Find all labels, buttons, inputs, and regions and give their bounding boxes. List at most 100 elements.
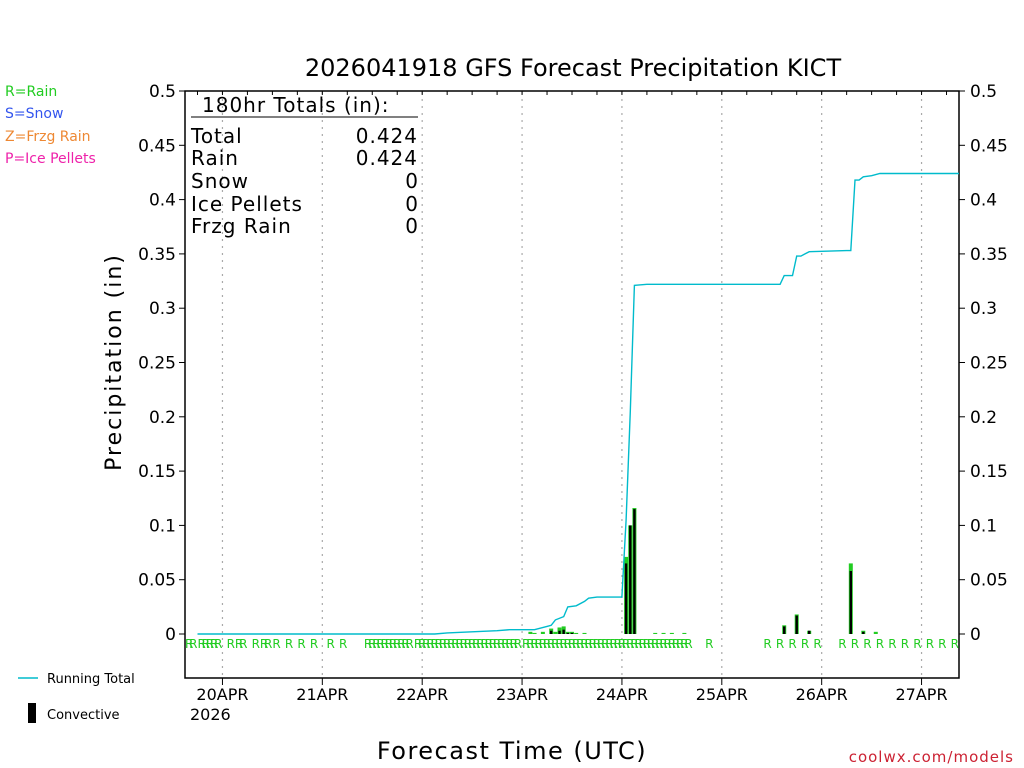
total-precip-bar	[528, 631, 533, 634]
plot-frame	[184, 90, 960, 679]
ptype-marker-rain: R	[555, 637, 563, 651]
x-tick-label: 23APR	[496, 685, 548, 704]
ptype-marker-rain: R	[393, 637, 401, 651]
ptype-marker-rain: R	[564, 637, 572, 651]
ptype-marker-rain: R	[364, 637, 372, 651]
totals-label-total: Total	[190, 124, 243, 148]
y-tick-label-right: 0.05	[970, 571, 1008, 591]
y-tick-label-right: 0	[970, 625, 981, 645]
ptype-marker-rain: R	[605, 637, 613, 651]
ptype-marker-rain: R	[926, 637, 934, 651]
ptype-marker-rain: R	[389, 637, 397, 651]
ptype-marker-rain: R	[401, 637, 409, 651]
x-tick-label: 26APR	[796, 685, 848, 704]
y-tick-label-right: 0.5	[970, 82, 997, 102]
year-label: 2026	[190, 705, 231, 724]
ptype-marker-rain: R	[214, 637, 222, 651]
ptype-marker-rain: R	[664, 637, 672, 651]
totals-value-rain: 0.424	[356, 146, 418, 170]
convective-bar	[549, 630, 553, 634]
ptype-marker-rain: R	[584, 637, 592, 651]
ptype-marker-rain: R	[526, 637, 534, 651]
ptype-marker-rain: R	[493, 637, 501, 651]
ptype-marker-rain: R	[763, 637, 771, 651]
total-precip-bar	[653, 632, 658, 634]
x-tick-label: 27APR	[896, 685, 948, 704]
legend-ice-pellets: P=Ice Pellets	[5, 151, 96, 167]
watermark: coolwx.com/models	[849, 748, 1014, 766]
totals-heading: 180hr Totals (in):	[202, 93, 390, 117]
convective-bar	[570, 632, 574, 634]
ptype-marker-rain: R	[202, 637, 210, 651]
ptype-marker-rain: R	[672, 637, 680, 651]
ptype-marker-rain: R	[406, 637, 414, 651]
ptype-marker-rain: R	[210, 637, 218, 651]
ptype-marker-rain: R	[888, 637, 896, 651]
totals-label-ice-pellets: Ice Pellets	[191, 192, 303, 216]
ptype-marker-rain: R	[464, 637, 472, 651]
y-axis-ticks: 0 00.05 0.050.1 0.10.15 0.150.2 0.20.25 0.250.…	[138, 82, 1008, 645]
ptype-marker-rain: R	[472, 637, 480, 651]
total-precip-bars	[528, 508, 878, 634]
y-tick-label-right: 0.1	[970, 516, 997, 536]
ptype-marker-rain: R	[439, 637, 447, 651]
total-precip-bar	[661, 632, 666, 634]
ptype-marker-rain: R	[618, 637, 626, 651]
x-tick-label: 22APR	[396, 685, 448, 704]
x-tick-label: 24APR	[596, 685, 648, 704]
ptype-marker-rain: R	[426, 637, 434, 651]
y-tick-label-right: 0.15	[970, 462, 1008, 482]
ptype-marker-rain: R	[381, 637, 389, 651]
totals-label-rain: Rain	[191, 146, 239, 170]
ptype-marker-rain: R	[547, 637, 555, 651]
y-tick-label-right: 0.3	[970, 299, 997, 319]
x-axis-label: Forecast Time (UTC)	[377, 737, 647, 765]
ptype-marker-rain: R	[485, 637, 493, 651]
y-tick-label-right: 0.4	[970, 191, 997, 211]
y-tick-label-left: 0.1	[149, 516, 176, 536]
convective-bar	[795, 615, 798, 634]
ptype-marker-rain: R	[376, 637, 384, 651]
ptype-marker-rain: R	[468, 637, 476, 651]
totals-value-snow: 0	[405, 169, 418, 193]
y-tick-label-left: 0.35	[138, 245, 176, 265]
total-precip-bar	[682, 632, 687, 634]
ptype-marker-rain: R	[414, 637, 422, 651]
ptype-marker-rain: R	[185, 637, 193, 651]
ptype-marker-rain: R	[489, 637, 497, 651]
total-precip-bar	[574, 632, 579, 634]
ptype-marker-rain: R	[285, 637, 293, 651]
ptype-marker-rain: R	[568, 637, 576, 651]
ptype-marker-rain: R	[676, 637, 684, 651]
ptype-marker-rain: R	[197, 637, 205, 651]
legend-rain: R=Rain	[5, 84, 57, 100]
ptype-marker-rain: R	[510, 637, 518, 651]
legend-frzg-rain: Z=Frzg Rain	[5, 129, 91, 145]
ptype-marker-rain: R	[443, 637, 451, 651]
ptype-marker-rain: R	[551, 637, 559, 651]
ptype-marker-rain: R	[639, 637, 647, 651]
ptype-marker-rain: R	[372, 637, 380, 651]
ptype-marker-rain: R	[227, 637, 235, 651]
totals-value-total: 0.424	[356, 124, 418, 148]
ptype-marker-rain: R	[397, 637, 405, 651]
x-tick-label: 25APR	[696, 685, 748, 704]
ptype-marker-rain: R	[505, 637, 513, 651]
ptype-marker-rain: R	[705, 637, 713, 651]
ptype-marker-rain: R	[235, 637, 243, 651]
convective-bar	[807, 630, 811, 634]
convective-bar	[629, 525, 632, 634]
y-tick-label-left: 0.15	[138, 462, 176, 482]
running-total-series	[197, 172, 959, 635]
ptype-marker-rain: R	[451, 637, 459, 651]
ptype-marker-rain: R	[614, 637, 622, 651]
ptype-marker-rain: R	[535, 637, 543, 651]
ptype-marker-rain: R	[601, 637, 609, 651]
grid-lines	[221, 92, 923, 678]
ptype-marker-rain: R	[297, 637, 305, 651]
ptype-marker-rain: R	[876, 637, 884, 651]
y-tick-label-right: 0.35	[970, 245, 1008, 265]
legend-running-total-label: Running Total	[47, 672, 135, 687]
ptype-marker-rain: R	[522, 637, 530, 651]
